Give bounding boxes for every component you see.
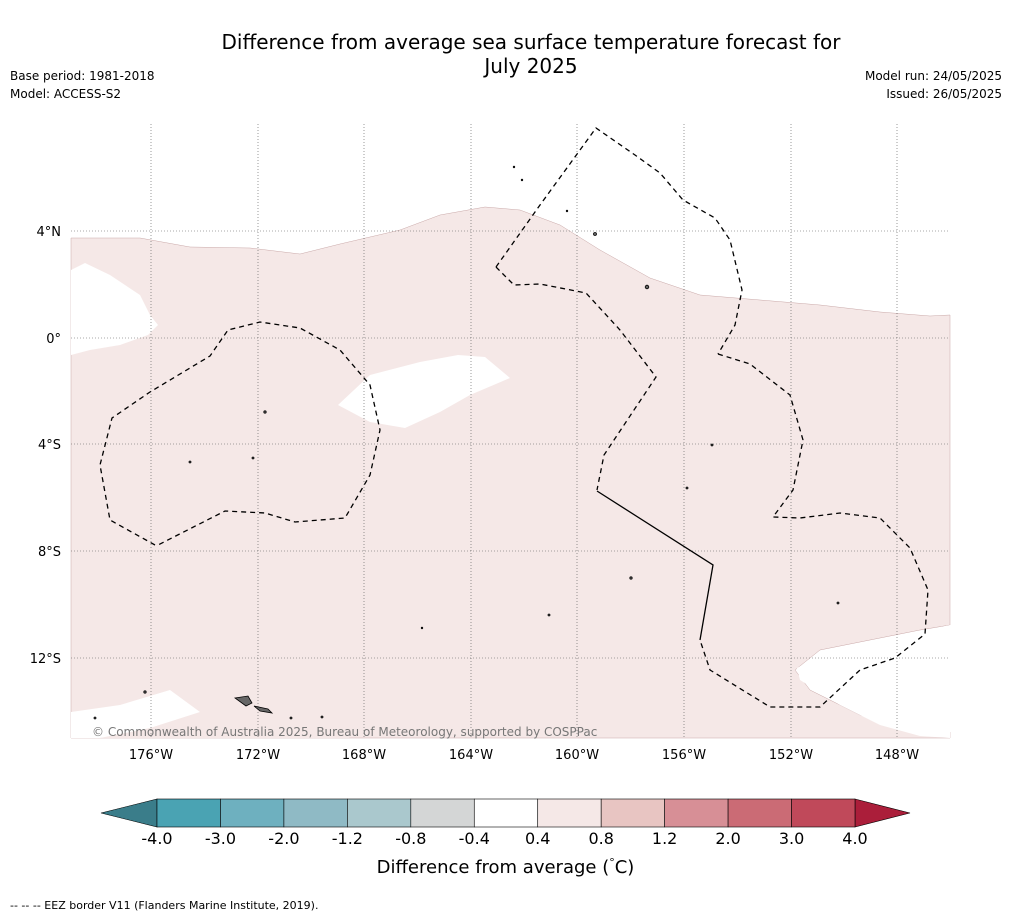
graticule: [71, 124, 950, 738]
colorbar-title-suffix: C): [614, 857, 635, 878]
colorbar-tick-label: -0.4: [459, 829, 490, 848]
colorbar-segment: [410, 798, 475, 828]
colorbar-segment: [537, 798, 602, 828]
colorbar-tick-label: -0.8: [395, 829, 426, 848]
lon-labels: 176°W 172°W 168°W 164°W 160°W 156°W 152°…: [129, 748, 919, 763]
lat-label: 4°N: [37, 225, 62, 240]
neutral-region-southeast: [797, 625, 950, 738]
island-large: [233, 695, 253, 707]
eez-border-east: [699, 353, 929, 708]
lat-labels: 4°N 0° 4°S 8°S 12°S: [30, 225, 61, 667]
lon-label: 176°W: [129, 748, 173, 763]
eez-border-central: [495, 127, 743, 355]
lat-label: 12°S: [30, 652, 61, 667]
colorbar-over-arrow: [854, 798, 911, 828]
islands: [93, 165, 840, 720]
colorbar-tick-label: 2.0: [715, 829, 740, 848]
lon-label: 164°W: [449, 748, 493, 763]
colorbar-tick-label: -3.0: [205, 829, 236, 848]
colorbar-segment: [600, 798, 665, 828]
eez-border-west: [99, 321, 381, 546]
colorbar-segment: [473, 798, 539, 828]
colorbar-tick-label: -4.0: [141, 829, 172, 848]
copyright-notice: © Commonwealth of Australia 2025, Bureau…: [92, 725, 597, 739]
lon-label: 156°W: [662, 748, 706, 763]
issued-date: Issued: 26/05/2025: [886, 87, 1002, 101]
colorbar-tick-label: -1.2: [332, 829, 363, 848]
colorbar-segment: [220, 798, 285, 828]
colorbar-tick-label: 4.0: [842, 829, 867, 848]
lon-label: 172°W: [236, 748, 280, 763]
neutral-region-southwest: [71, 690, 200, 738]
lon-label: 160°W: [555, 748, 599, 763]
neutral-region-west: [71, 263, 158, 355]
eez-border-south: [495, 266, 657, 491]
model-name: Model: ACCESS-S2: [10, 87, 122, 101]
colorbar-title-prefix: Difference from average (: [376, 857, 610, 878]
colorbar: -4.0 -3.0 -2.0 -1.2 -0.8 -0.4 0.4 0.8 1.2 2.0 3.0 4…: [100, 798, 911, 848]
colorbar-under-arrow: [100, 798, 158, 828]
meta-left: Base period: 1981-2018 Model: ACCESS-S2: [10, 67, 155, 103]
colorbar-segment: [727, 798, 792, 828]
colorbar-segment: [664, 798, 729, 828]
lon-label: 168°W: [342, 748, 386, 763]
colorbar-tick-label: -2.0: [268, 829, 299, 848]
colorbar-tick-label: 0.4: [525, 829, 550, 848]
colorbar-title: Difference from average (°C): [0, 856, 1011, 878]
chart-title: Difference from average sea surface temp…: [0, 30, 1011, 78]
colorbar-tick-label: 0.8: [588, 829, 613, 848]
eez-footnote: -- -- -- EEZ border V11 (Flanders Marine…: [10, 899, 319, 912]
title-line-1: Difference from average sea surface temp…: [221, 30, 841, 54]
anomaly-region-lower: [100, 705, 350, 738]
neutral-region-central: [338, 355, 510, 428]
lon-label: 148°W: [875, 748, 919, 763]
title-line-2: July 2025: [484, 54, 578, 78]
lat-label: 4°S: [38, 438, 61, 453]
meta-right: Model run: 24/05/2025 Issued: 26/05/2025: [865, 67, 1002, 103]
colorbar-title-degree: °: [609, 856, 615, 869]
base-period: Base period: 1981-2018: [10, 69, 155, 83]
colorbar-tick-label: 1.2: [652, 829, 677, 848]
eez-borders: [99, 127, 929, 708]
island-medium: [253, 705, 274, 714]
lat-label: 0°: [46, 332, 61, 347]
colorbar-tick-label: 3.0: [779, 829, 804, 848]
model-run: Model run: 24/05/2025: [864, 69, 1002, 83]
colorbar-segment: [283, 798, 348, 828]
colorbar-segment: [347, 798, 412, 828]
lon-label: 152°W: [769, 748, 813, 763]
lat-label: 8°S: [38, 545, 61, 560]
colorbar-segment: [791, 798, 856, 828]
eez-border-solid: [596, 490, 714, 641]
colorbar-segment: [156, 798, 221, 828]
